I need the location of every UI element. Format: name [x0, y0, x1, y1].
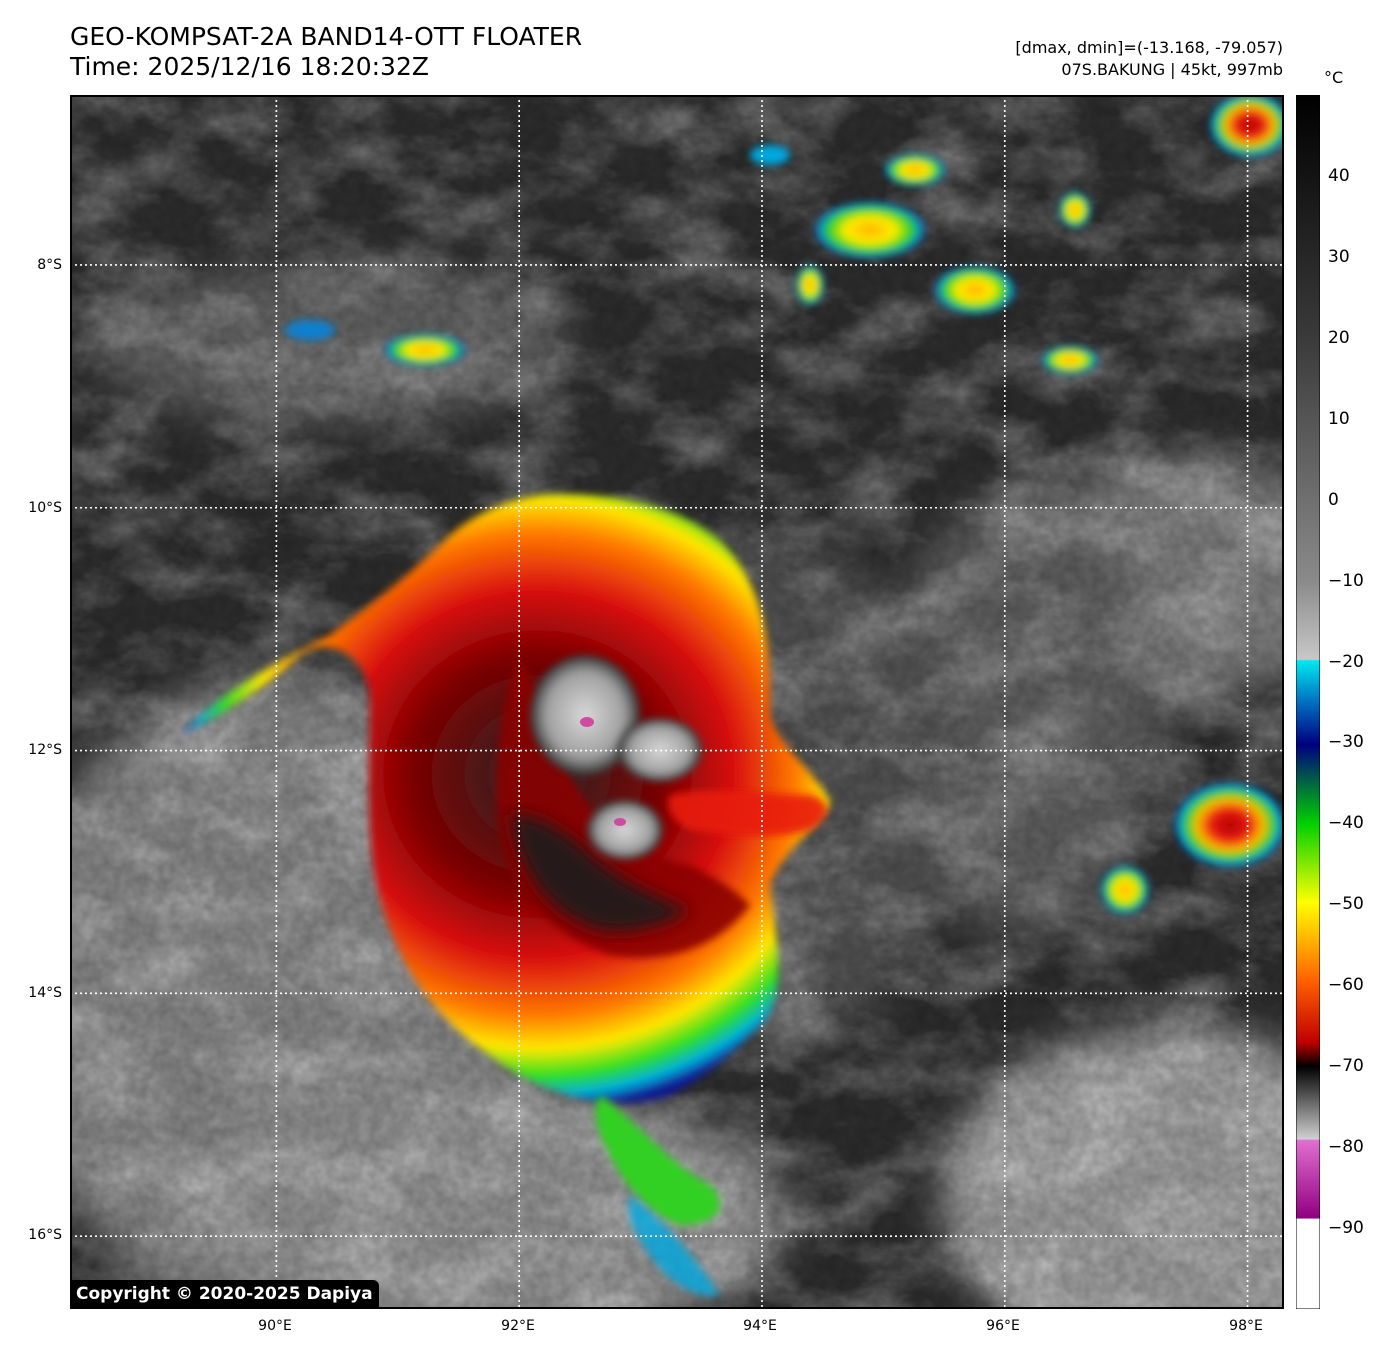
dmax-dmin-readout: [dmax, dmin]=(-13.168, -79.057)	[1015, 38, 1283, 57]
temperature-colorbar	[1296, 95, 1320, 1309]
lat-label-10s: 10°S	[28, 500, 62, 516]
colorbar-tick-label: 30	[1328, 246, 1350, 267]
colorbar-tick-label: 10	[1328, 408, 1350, 429]
colorbar-tick-label: −30	[1328, 732, 1364, 753]
colorbar-tick-label: −20	[1328, 651, 1364, 672]
colorbar-tick-label: −40	[1328, 813, 1364, 834]
colorbar-tick-label: −60	[1328, 975, 1364, 996]
colorbar-tick-label: 20	[1328, 327, 1350, 348]
colorbar-tick-label: −90	[1328, 1218, 1364, 1239]
lat-label-14s: 14°S	[28, 985, 62, 1001]
map-timestamp: Time: 2025/12/16 18:20:32Z	[70, 52, 429, 81]
colorbar-tick-label: 0	[1328, 489, 1339, 510]
colorbar-unit: °C	[1324, 68, 1344, 87]
lon-label-94e: 94°E	[743, 1318, 777, 1334]
lat-label-12s: 12°S	[28, 742, 62, 758]
map-title: GEO-KOMPSAT-2A BAND14-OTT FLOATER	[70, 22, 583, 51]
overshooting-top-1	[530, 655, 640, 775]
colorbar-tick-label: 40	[1328, 165, 1350, 186]
lon-label-96e: 96°E	[986, 1318, 1020, 1334]
colorbar-tick-label: −50	[1328, 894, 1364, 915]
lat-label-16s: 16°S	[28, 1227, 62, 1243]
storm-info: 07S.BAKUNG | 45kt, 997mb	[1061, 60, 1283, 79]
convective-cells	[285, 95, 1284, 914]
copyright-badge: Copyright © 2020-2025 Dapiya	[70, 1280, 379, 1309]
cyclone-cloud-shield	[180, 494, 830, 1296]
lon-label-90e: 90°E	[258, 1318, 292, 1334]
lat-lon-grid	[70, 95, 1284, 1309]
colorbar-tick-label: −80	[1328, 1137, 1364, 1158]
lon-label-98e: 98°E	[1229, 1318, 1263, 1334]
colorbar-tick-label: −70	[1328, 1056, 1364, 1077]
colorbar-tick-label: −10	[1328, 570, 1364, 591]
overshooting-top-3	[587, 800, 663, 860]
satellite-ir-map	[70, 95, 1284, 1309]
lon-label-92e: 92°E	[501, 1318, 535, 1334]
lat-label-8s: 8°S	[37, 257, 62, 273]
map-frame	[70, 95, 1284, 1309]
